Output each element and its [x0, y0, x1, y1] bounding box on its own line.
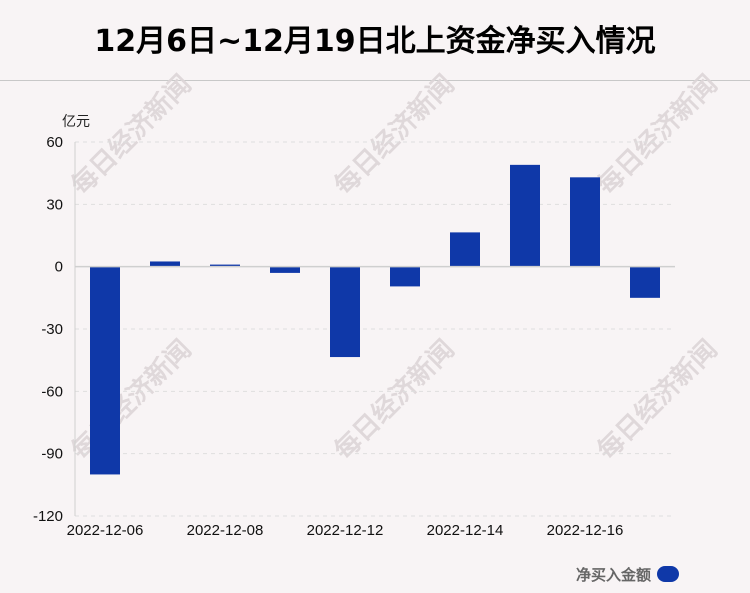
- bar: [570, 177, 600, 267]
- bar: [390, 266, 420, 287]
- bar: [330, 266, 360, 358]
- y-tick-label: 30: [46, 196, 63, 213]
- bar: [630, 266, 660, 298]
- bar: [90, 266, 120, 475]
- title-divider: [0, 80, 750, 81]
- x-tick-label: 2022-12-12: [307, 522, 384, 539]
- legend-label: 净买入金额: [576, 565, 652, 584]
- y-tick-label: -30: [41, 321, 63, 338]
- y-axis-unit: 亿元: [62, 114, 90, 130]
- y-tick-label: -90: [41, 446, 63, 463]
- bar: [270, 266, 300, 273]
- bar: [510, 164, 540, 267]
- x-tick-label: 2022-12-14: [427, 522, 504, 539]
- bar: [210, 264, 240, 267]
- x-tick-label: 2022-12-16: [547, 522, 624, 539]
- y-tick-label: 0: [55, 259, 63, 276]
- x-tick-label: 2022-12-06: [67, 522, 144, 539]
- x-tick-label: 2022-12-08: [187, 522, 264, 539]
- bar: [450, 232, 480, 267]
- legend-swatch: [657, 566, 680, 582]
- bar: [150, 261, 180, 267]
- y-tick-label: 60: [46, 134, 63, 151]
- chart-title: 12月6日~12月19日北上资金净买入情况: [94, 24, 656, 59]
- legend: 净买入金额: [576, 564, 680, 584]
- y-tick-label: -120: [33, 508, 63, 525]
- y-tick-label: -60: [41, 383, 63, 400]
